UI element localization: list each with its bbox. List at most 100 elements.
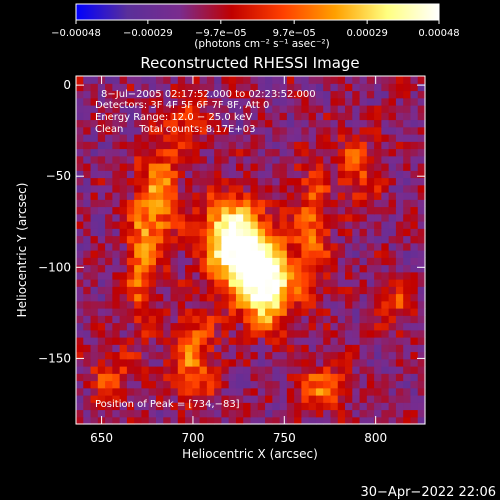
heatmap-cell	[410, 192, 419, 200]
heatmap-cell	[214, 119, 223, 128]
heatmap-cell	[155, 221, 164, 229]
heatmap-cell	[155, 351, 164, 360]
heatmap-cell	[97, 213, 106, 222]
heatmap-cell	[83, 206, 92, 215]
heatmap-cell	[257, 416, 266, 425]
heatmap-cell	[83, 322, 92, 331]
heatmap-cell	[134, 279, 143, 287]
heatmap-cell	[308, 402, 317, 411]
heatmap-cell	[388, 213, 397, 222]
heatmap-cell	[265, 83, 273, 92]
heatmap-cell	[286, 206, 295, 215]
heatmap-cell	[315, 366, 324, 374]
heatmap-cell	[126, 380, 135, 389]
heatmap-cell	[141, 416, 150, 425]
heatmap-cell	[90, 192, 99, 200]
heatmap-cell	[243, 373, 252, 382]
heatmap-cell	[235, 358, 244, 367]
heatmap-cell	[185, 105, 193, 113]
heatmap-cell	[163, 97, 172, 106]
heatmap-cell	[228, 344, 237, 353]
heatmap-cell	[235, 83, 244, 92]
heatmap-cell	[345, 134, 353, 142]
heatmap-cell	[206, 395, 215, 403]
heatmap-cell	[250, 228, 259, 237]
heatmap-cell	[155, 228, 164, 237]
heatmap-cell	[134, 105, 143, 113]
heatmap-cell	[301, 148, 310, 157]
heatmap-cell	[141, 395, 150, 403]
heatmap-cell	[352, 380, 361, 389]
heatmap-cell	[119, 373, 128, 382]
heatmap-cell	[206, 329, 215, 338]
heatmap-cell	[221, 184, 230, 193]
heatmap-cell	[330, 177, 339, 186]
heatmap-cell	[221, 170, 230, 179]
heatmap-cell	[308, 105, 317, 113]
heatmap-cell	[243, 293, 252, 302]
heatmap-cell	[112, 300, 121, 309]
peak-position-label: Position of Peak = [734,−83]	[95, 399, 240, 410]
heatmap-cell	[417, 358, 426, 367]
heatmap-cell	[170, 83, 179, 92]
heatmap-cell	[417, 97, 426, 106]
heatmap-cell	[170, 250, 179, 258]
heatmap-cell	[323, 402, 332, 411]
heatmap-cell	[214, 373, 223, 382]
heatmap-cell	[323, 257, 332, 266]
annotation-time-range: 8−Jul−2005 02:17:52.000 to 02:23:52.000	[101, 89, 316, 100]
heatmap-cell	[330, 83, 339, 92]
heatmap-cell	[90, 83, 99, 92]
heatmap-cell	[315, 351, 324, 360]
heatmap-cell	[221, 235, 230, 244]
heatmap-cell	[352, 97, 361, 106]
heatmap-cell	[381, 250, 390, 258]
heatmap-cell	[163, 119, 172, 128]
heatmap-cell	[206, 83, 215, 92]
heatmap-cell	[359, 257, 368, 266]
heatmap-cell	[395, 344, 404, 353]
heatmap-cell	[97, 373, 106, 382]
heatmap-cell	[323, 279, 332, 287]
heatmap-cell	[257, 337, 266, 345]
heatmap-cell	[359, 206, 368, 215]
heatmap-cell	[206, 250, 215, 258]
heatmap-cell	[257, 112, 266, 121]
heatmap-cell	[403, 351, 412, 360]
heatmap-cell	[214, 271, 223, 280]
heatmap-cell	[177, 395, 186, 403]
heatmap-cell	[366, 163, 375, 171]
heatmap-cell	[323, 380, 332, 389]
heatmap-cell	[119, 322, 128, 331]
heatmap-cell	[257, 271, 266, 280]
heatmap-cell	[250, 242, 259, 251]
heatmap-cell	[345, 293, 353, 302]
heatmap-cell	[228, 286, 237, 295]
heatmap-cell	[134, 293, 143, 302]
heatmap-cell	[105, 155, 113, 164]
heatmap-cell	[257, 155, 266, 164]
heatmap-cell	[381, 163, 390, 171]
heatmap-cell	[185, 97, 193, 106]
heatmap-cell	[366, 279, 375, 287]
heatmap-cell	[105, 105, 113, 113]
heatmap-cell	[177, 119, 186, 128]
heatmap-cell	[345, 315, 353, 324]
heatmap-cell	[301, 264, 310, 273]
heatmap-cell	[286, 148, 295, 157]
heatmap-cell	[323, 329, 332, 338]
heatmap-cell	[90, 337, 99, 345]
heatmap-cell	[148, 76, 157, 84]
heatmap-cell	[388, 192, 397, 200]
heatmap-cell	[112, 257, 121, 266]
heatmap-cell	[83, 112, 92, 121]
heatmap-cell	[250, 148, 259, 157]
heatmap-cell	[250, 170, 259, 179]
heatmap-cell	[155, 257, 164, 266]
heatmap-cell	[192, 199, 201, 208]
heatmap-cell	[352, 395, 361, 403]
heatmap-cell	[265, 221, 273, 229]
heatmap-cell	[308, 358, 317, 367]
heatmap-cell	[330, 206, 339, 215]
heatmap-cell	[163, 134, 172, 142]
